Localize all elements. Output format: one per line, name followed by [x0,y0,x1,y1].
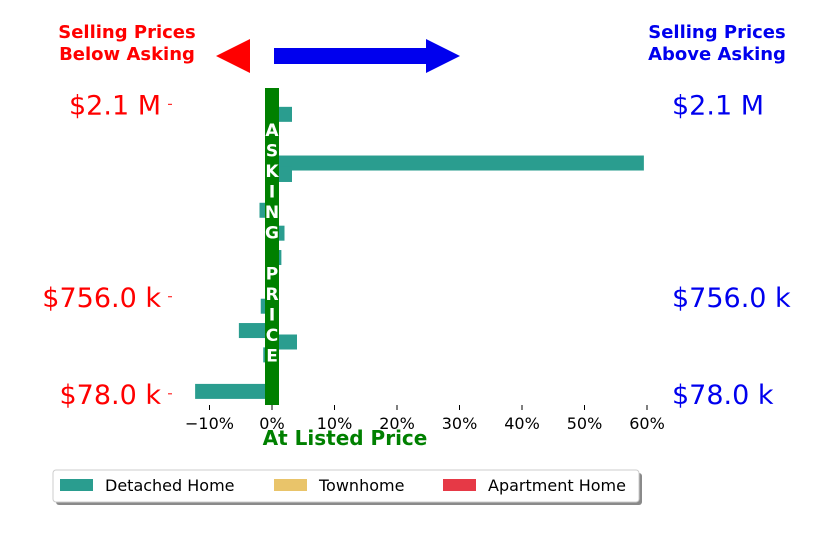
asking-letter-2: K [265,162,279,182]
right-price-tick-0: $2.1 M [672,90,764,121]
asking-price-bar [265,88,279,405]
x-tick-label-3: 20% [379,414,415,433]
header-above-line2: Above Asking [648,44,786,65]
left-price-tick-0: $2.1 M [69,90,161,121]
x-axis-label: At Listed Price [263,426,428,450]
right-arrow-icon [274,39,460,73]
x-tick-label-5: 40% [504,414,540,433]
bar-0-8 [238,323,272,339]
x-tick-label-4: 30% [442,414,478,433]
header-above: Selling Prices Above Asking [648,22,786,65]
left-price-tick-2: $78.0 k [59,380,161,411]
x-tick-label-0: −10% [185,414,234,433]
x-tick-label-2: 10% [317,414,353,433]
asking-letter-3: I [269,183,275,203]
asking-letter-10: C [266,326,278,346]
header-below-line2: Below Asking [59,44,195,65]
legend-frame [52,469,640,503]
x-tick-label-6: 50% [567,414,603,433]
left-price-tick-1: $756.0 k [42,283,161,314]
legend-label-townhome: Townhome [318,476,404,495]
header-below: Selling Prices Below Asking [58,22,195,65]
asking-letter-9: I [269,306,275,326]
asking-letter-1: S [266,142,278,162]
left-price-axis: $2.1 M $756.0 k $78.0 k [42,90,172,411]
legend-label-detached: Detached Home [105,476,235,495]
legend-swatch-apartment [443,479,476,491]
bar-0-11 [195,383,272,399]
legend-swatch-townhome [274,479,307,491]
left-arrow-icon [216,39,250,73]
bars [195,106,644,399]
asking-letter-11: E [266,347,278,367]
asking-letter-5: G [265,224,279,244]
legend-label-apartment: Apartment Home [488,476,626,495]
right-price-tick-2: $78.0 k [672,380,774,411]
right-price-axis: $2.1 M $756.0 k $78.0 k [672,90,791,411]
header-below-line1: Selling Prices [58,22,195,43]
asking-letter-7: P [266,265,278,285]
header-above-line1: Selling Prices [648,22,785,43]
bar-0-1 [272,155,644,171]
asking-letter-4: N [265,203,279,223]
x-tick-label-7: 60% [629,414,665,433]
legend-swatch-detached [60,479,93,491]
asking-letter-8: R [265,285,278,305]
right-price-tick-1: $756.0 k [672,283,791,314]
asking-letter-0: A [265,121,279,141]
legend: Detached Home Townhome Apartment Home [52,469,642,505]
x-axis: −10% 0% 10% 20% 30% 40% 50% 60% [185,405,665,433]
x-tick-label-1: 0% [259,414,284,433]
